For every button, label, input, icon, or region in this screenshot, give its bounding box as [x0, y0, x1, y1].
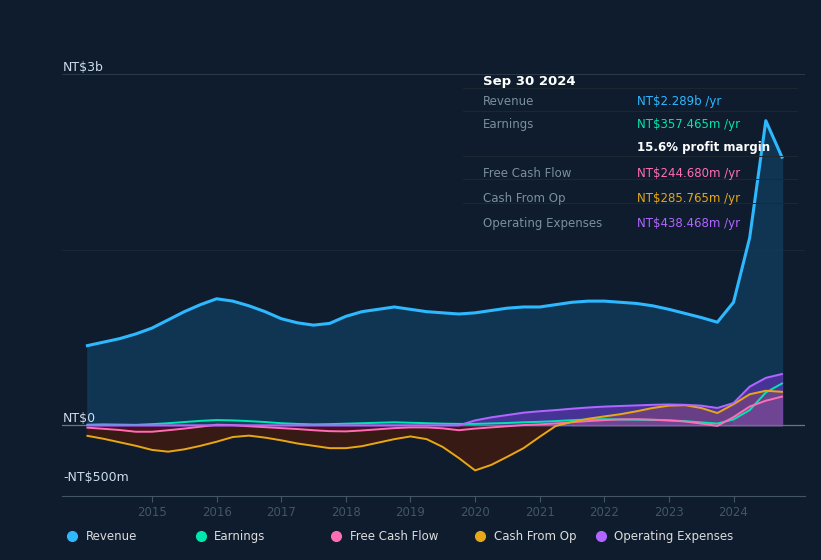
Text: Earnings: Earnings: [483, 118, 534, 130]
Text: Cash From Op: Cash From Op: [493, 530, 576, 543]
Text: Free Cash Flow: Free Cash Flow: [483, 167, 571, 180]
Text: NT$285.765m /yr: NT$285.765m /yr: [637, 192, 741, 205]
Text: Sep 30 2024: Sep 30 2024: [483, 75, 576, 88]
Text: Earnings: Earnings: [214, 530, 265, 543]
Text: NT$0: NT$0: [63, 412, 96, 425]
Text: -NT$500m: -NT$500m: [63, 471, 129, 484]
Text: Operating Expenses: Operating Expenses: [614, 530, 734, 543]
Text: Free Cash Flow: Free Cash Flow: [350, 530, 438, 543]
Text: NT$244.680m /yr: NT$244.680m /yr: [637, 167, 741, 180]
Text: Cash From Op: Cash From Op: [483, 192, 566, 205]
Text: Revenue: Revenue: [85, 530, 137, 543]
Text: NT$438.468m /yr: NT$438.468m /yr: [637, 217, 741, 230]
Text: 15.6% profit margin: 15.6% profit margin: [637, 141, 770, 153]
Text: NT$2.289b /yr: NT$2.289b /yr: [637, 95, 722, 108]
Text: NT$357.465m /yr: NT$357.465m /yr: [637, 118, 741, 130]
Text: Revenue: Revenue: [483, 95, 534, 108]
Text: NT$3b: NT$3b: [63, 61, 104, 74]
Text: Operating Expenses: Operating Expenses: [483, 217, 603, 230]
